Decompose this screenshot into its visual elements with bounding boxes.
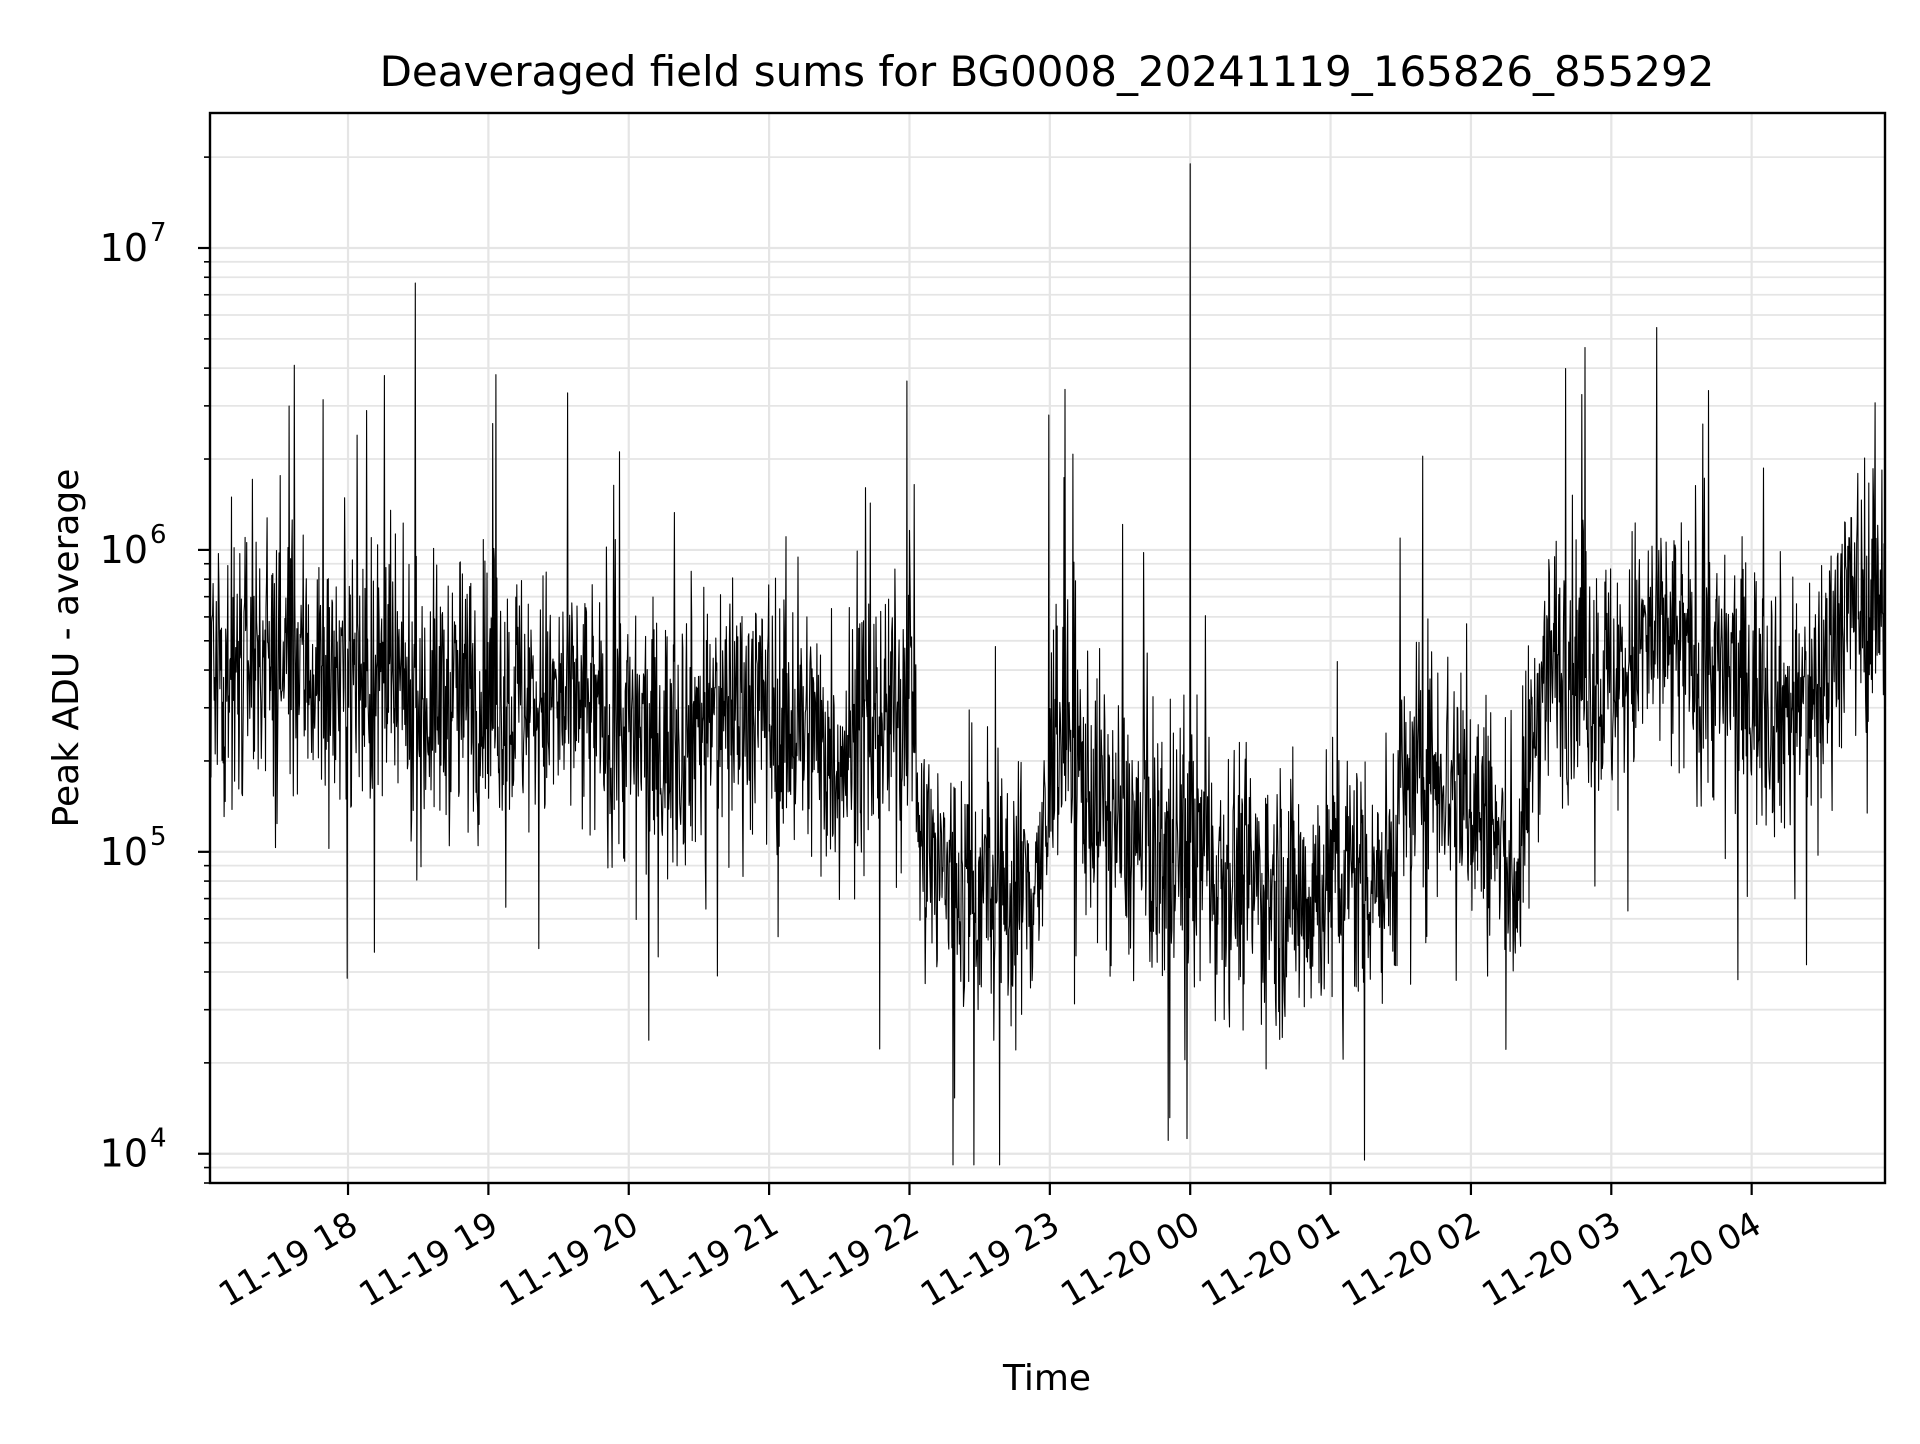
grid-lines: [210, 113, 1885, 1184]
series-line: [209, 163, 1886, 1166]
y-tick-label: 10: [100, 830, 148, 874]
y-tick-exponent: 5: [150, 822, 167, 852]
plot-frame: [208, 111, 1887, 1185]
y-tick-label: 10: [100, 528, 148, 572]
x-axis-label: Time: [1002, 1358, 1091, 1399]
y-tick-exponent: 4: [150, 1124, 167, 1154]
y-tick-label: 10: [100, 226, 148, 270]
series-layer: [209, 163, 1886, 1166]
y-tick-exponent: 7: [150, 218, 167, 248]
y-tick-exponent: 6: [150, 520, 167, 550]
y-axis-label: Peak ADU - average: [46, 469, 87, 828]
chart-title: Deaveraged field sums for BG0008_2024111…: [380, 47, 1715, 96]
y-tick-label: 10: [100, 1132, 148, 1176]
